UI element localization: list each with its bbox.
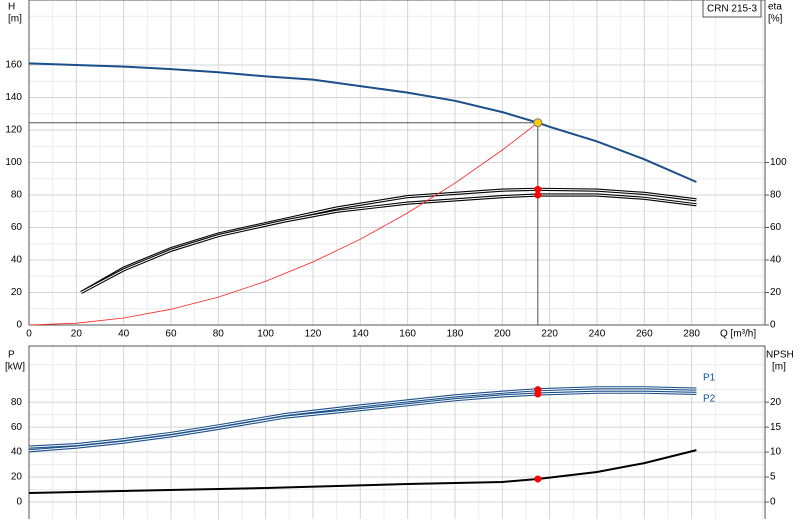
y2-tick-label: 0 xyxy=(770,320,776,331)
marker xyxy=(534,390,542,398)
y2-tick-label: 80 xyxy=(770,190,782,201)
legend-label: CRN 215-3 xyxy=(707,4,757,15)
y-tick-label: 40 xyxy=(11,255,23,266)
y-2unit: [m] xyxy=(772,362,786,373)
x-tick-label: 0 xyxy=(26,329,32,340)
y2-tick-label: 40 xyxy=(770,255,782,266)
y-2label: NPSH xyxy=(766,350,794,361)
curve-inner xyxy=(28,391,697,452)
y-tick-label: 100 xyxy=(5,157,22,168)
y-tick-label: 60 xyxy=(11,222,23,233)
y2-tick-label: 60 xyxy=(770,222,782,233)
x-tick-label: 240 xyxy=(589,329,606,340)
y2-tick-label: 20 xyxy=(770,397,782,408)
operating-point-guide xyxy=(29,122,539,325)
plot-frame xyxy=(28,345,766,519)
y-tick-label: 60 xyxy=(11,422,23,433)
series-label: P2 xyxy=(703,394,716,405)
curve-inner xyxy=(28,387,697,448)
y2-tick-label: 20 xyxy=(770,287,782,298)
y2-tick-label: 5 xyxy=(770,472,776,483)
yunit: [m] xyxy=(8,14,22,25)
y2-tick-label: 100 xyxy=(770,157,787,168)
y-tick-label: 80 xyxy=(11,397,23,408)
x-tick-label: 60 xyxy=(165,329,177,340)
y-2unit: [%] xyxy=(768,14,783,25)
plot-frame xyxy=(28,0,766,326)
marker xyxy=(534,191,542,199)
y-2label: eta xyxy=(768,2,782,13)
curve xyxy=(28,62,697,183)
operating-point xyxy=(533,118,543,128)
x-tick-label: 100 xyxy=(257,329,274,340)
x-tick-label: 20 xyxy=(71,329,83,340)
x-tick-label: 220 xyxy=(541,329,558,340)
x-tick-label: 120 xyxy=(305,329,322,340)
yunit: [kW] xyxy=(5,362,25,373)
curve-inner xyxy=(80,194,697,293)
x-tick-label: 200 xyxy=(494,329,511,340)
y-tick-label: 20 xyxy=(11,472,23,483)
y-tick-label: 160 xyxy=(5,60,22,71)
marker xyxy=(534,475,542,483)
y-tick-label: 140 xyxy=(5,92,22,103)
y2-tick-label: 0 xyxy=(770,497,776,508)
x-tick-label: 280 xyxy=(683,329,700,340)
curve xyxy=(28,449,697,494)
y2-tick-label: 15 xyxy=(770,422,782,433)
x-tick-label: 80 xyxy=(213,329,225,340)
ylabel: H xyxy=(8,2,15,13)
curve xyxy=(28,386,697,449)
curve xyxy=(28,122,539,326)
x-tick-label: 40 xyxy=(118,329,130,340)
x-tick-label: 140 xyxy=(352,329,369,340)
y-tick-label: 0 xyxy=(16,497,22,508)
y2-tick-label: 10 xyxy=(770,447,782,458)
ylabel: P xyxy=(8,350,15,361)
marker xyxy=(534,185,542,193)
y-tick-label: 40 xyxy=(11,447,23,458)
y-tick-label: 80 xyxy=(11,190,23,201)
x-tick-label: 160 xyxy=(399,329,416,340)
series-label: P1 xyxy=(703,373,716,384)
x-tick-label: 180 xyxy=(447,329,464,340)
x-tick-label: 260 xyxy=(636,329,653,340)
curve xyxy=(28,390,697,453)
x-axis-label: Q [m³/h] xyxy=(720,329,756,340)
y-tick-label: 20 xyxy=(11,287,23,298)
y-tick-label: 120 xyxy=(5,125,22,136)
legend-box xyxy=(702,0,762,18)
y-tick-label: 0 xyxy=(16,320,22,331)
